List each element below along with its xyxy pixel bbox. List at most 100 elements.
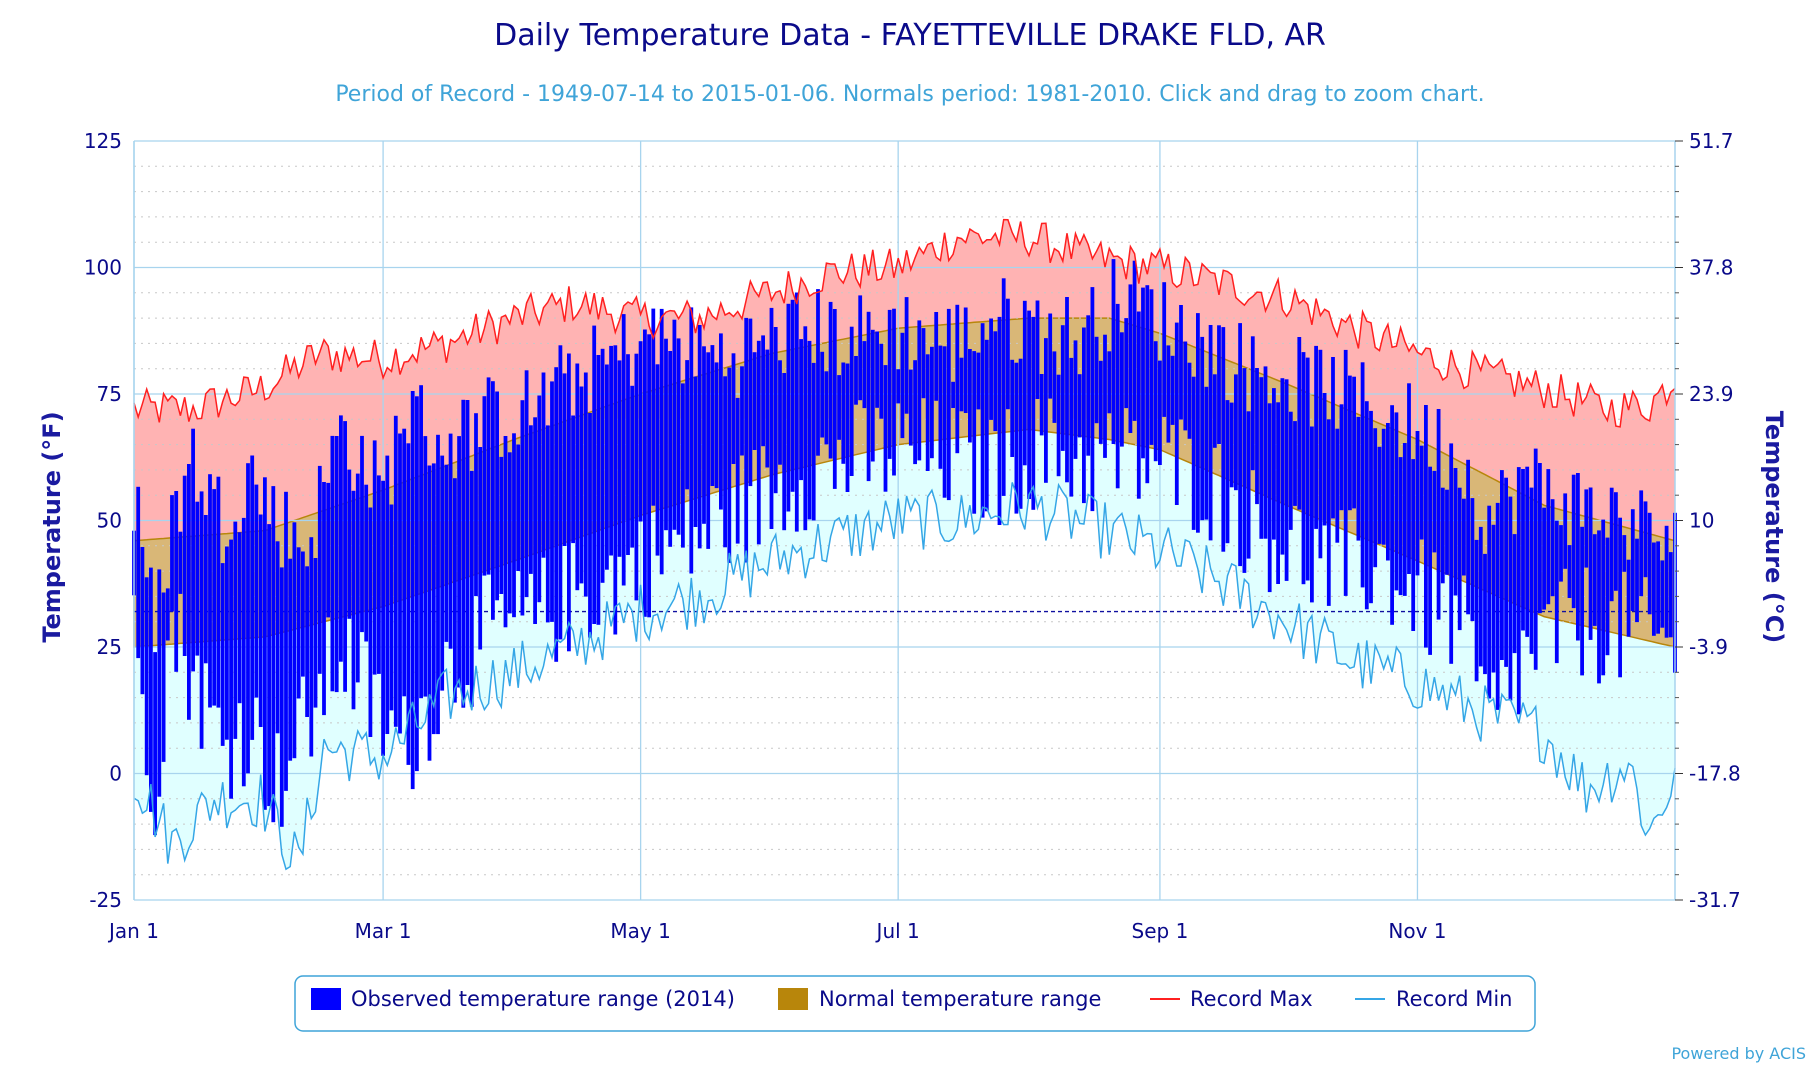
- observed-range-bar: [896, 369, 901, 404]
- observed-range-bar: [537, 395, 542, 603]
- credit-link[interactable]: Powered by ACIS: [1671, 1044, 1806, 1063]
- observed-range-bar: [1183, 341, 1188, 431]
- x-tick-label: Mar 1: [355, 919, 412, 943]
- observed-range-bar: [1052, 351, 1057, 423]
- observed-range-bar: [1170, 355, 1175, 425]
- observed-range-bar: [1322, 393, 1327, 526]
- observed-range-bar: [799, 339, 803, 481]
- observed-range-bar: [837, 375, 841, 440]
- observed-range-bar: [1191, 376, 1196, 530]
- observed-range-bar: [1466, 459, 1470, 615]
- observed-range-bar: [1229, 402, 1234, 488]
- legend-item-record-min[interactable]: Record Min: [1355, 987, 1513, 1011]
- observed-range-bar: [731, 353, 736, 464]
- observed-range-bar: [469, 470, 474, 707]
- observed-range-bar: [917, 320, 922, 461]
- observed-range-bar: [305, 566, 309, 717]
- observed-range-bar: [849, 326, 854, 476]
- observed-range-bar: [1006, 298, 1010, 410]
- y-tick-label-left: 125: [84, 129, 122, 153]
- observed-range-bar: [474, 413, 478, 597]
- observed-range-bar: [1559, 525, 1563, 582]
- observed-range-bar: [191, 428, 195, 672]
- observed-range-bar: [794, 292, 799, 532]
- observed-range-bar: [828, 301, 833, 459]
- observed-range-bar: [1580, 526, 1584, 676]
- plot-area[interactable]: [132, 140, 1677, 901]
- observed-range-bar: [626, 354, 630, 555]
- observed-range-bar: [1246, 411, 1251, 559]
- observed-range-bar: [562, 373, 567, 546]
- observed-range-bar: [199, 491, 204, 749]
- observed-range-bar: [803, 326, 808, 531]
- observed-range-bar: [841, 362, 846, 464]
- observed-range-bar: [959, 357, 964, 412]
- observed-range-bar: [1440, 487, 1445, 584]
- observed-range-bar: [1554, 520, 1559, 664]
- observed-range-bar: [778, 360, 782, 465]
- x-tick-label: Sep 1: [1132, 919, 1189, 943]
- observed-range-bar: [170, 495, 174, 612]
- observed-range-bar: [832, 309, 837, 489]
- observed-range-bar: [1310, 426, 1314, 603]
- observed-range-bar: [1221, 327, 1226, 552]
- observed-range-bar: [140, 547, 145, 695]
- observed-range-bar: [1069, 357, 1074, 497]
- observed-range-bar: [1576, 473, 1580, 641]
- observed-range-bar: [1284, 379, 1289, 581]
- observed-range-bar: [554, 367, 559, 662]
- observed-range-bar: [1001, 278, 1006, 496]
- observed-range-bar: [220, 563, 225, 746]
- observed-range-bar: [702, 346, 706, 524]
- observed-range-bar: [1390, 405, 1394, 625]
- observed-range-bar: [529, 425, 533, 574]
- observed-range-bar: [491, 381, 495, 620]
- observed-range-bar: [351, 490, 356, 710]
- observed-range-bar: [1529, 487, 1534, 654]
- observed-range-bar: [1647, 512, 1652, 615]
- observed-range-bar: [457, 436, 461, 688]
- observed-range-bar: [431, 463, 436, 735]
- legend-item-record-max[interactable]: Record Max: [1150, 987, 1313, 1011]
- y-axis-title-left: Temperature (°F): [38, 411, 66, 642]
- observed-range-bar: [174, 491, 179, 672]
- observed-range-bar: [883, 365, 888, 492]
- observed-range-bar: [824, 371, 829, 445]
- observed-range-bar: [1445, 489, 1449, 575]
- legend-label-observed: Observed temperature range (2014): [351, 987, 735, 1011]
- observed-range-bar: [1103, 334, 1107, 458]
- x-tick-label: May 1: [610, 919, 670, 943]
- observed-range-bar: [879, 343, 884, 419]
- observed-range-bar: [1402, 443, 1407, 596]
- observed-range-bar: [229, 539, 233, 799]
- observed-range-bar: [651, 308, 656, 506]
- observed-range-bar: [1153, 341, 1158, 462]
- observed-range-bar: [1525, 466, 1530, 637]
- observed-range-bar: [275, 541, 280, 734]
- y-tick-label-right: -31.7: [1689, 888, 1741, 912]
- y-tick-label-left: 0: [109, 762, 122, 786]
- observed-range-bar: [1305, 357, 1310, 581]
- observed-range-bar: [1609, 487, 1614, 602]
- observed-range-bar: [1242, 368, 1247, 573]
- record-max-fill: [134, 219, 1675, 541]
- chart-title: Daily Temperature Data - FAYETTEVILLE DR…: [494, 18, 1326, 53]
- observed-range-bar: [423, 436, 428, 697]
- legend-item-normal[interactable]: Normal temperature range: [778, 987, 1101, 1011]
- observed-range-bar: [1478, 526, 1483, 667]
- observed-range-bar: [440, 455, 445, 691]
- observed-range-bar: [216, 476, 221, 708]
- observed-range-bar: [870, 329, 875, 462]
- legend-item-observed[interactable]: Observed temperature range (2014): [311, 987, 735, 1011]
- observed-range-bar: [1280, 378, 1285, 555]
- observed-range-bar: [596, 355, 601, 625]
- observed-range-bar: [381, 480, 385, 756]
- observed-range-bar: [1166, 345, 1171, 443]
- observed-range-bar: [233, 521, 238, 739]
- observed-range-bar: [254, 484, 259, 698]
- observed-range-bar: [1597, 530, 1601, 684]
- observed-range-bar: [735, 397, 740, 544]
- observed-range-bar: [921, 328, 926, 399]
- observed-range-bar: [453, 478, 457, 703]
